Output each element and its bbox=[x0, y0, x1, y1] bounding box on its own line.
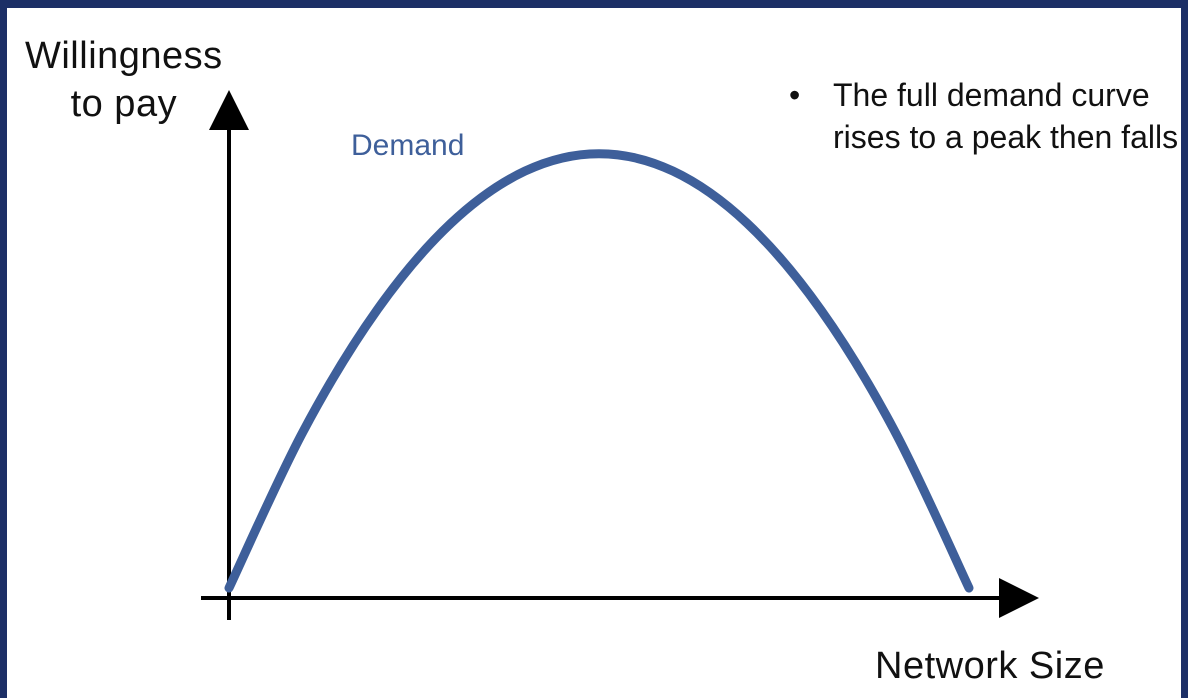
bullet-text: The full demand curve rises to a peak th… bbox=[833, 77, 1179, 155]
x-axis-label: Network Size bbox=[875, 645, 1105, 687]
bullet-dot: • bbox=[789, 77, 801, 113]
y-axis-label: Willingness to pay bbox=[25, 32, 223, 128]
bullet-list: • The full demand curve rises to a peak … bbox=[789, 74, 1179, 158]
demand-chart: Demand bbox=[201, 90, 1039, 620]
y-axis-label-line-1: Willingness bbox=[25, 35, 223, 77]
bullet-item: • The full demand curve rises to a peak … bbox=[789, 74, 1179, 158]
y-axis-label-line-2: to pay bbox=[70, 83, 178, 125]
demand-series-label: Demand bbox=[351, 129, 464, 162]
demand-curve bbox=[224, 149, 974, 593]
